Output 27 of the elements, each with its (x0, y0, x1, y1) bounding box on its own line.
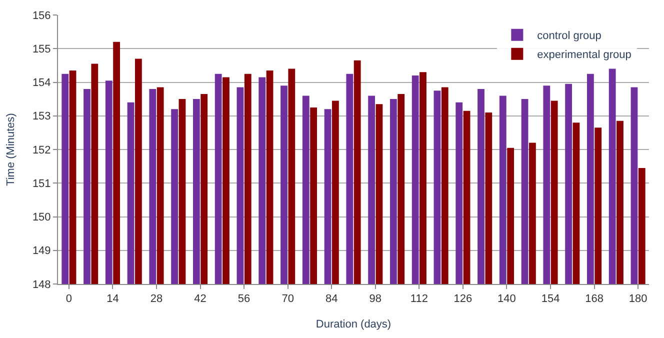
y-tick-label: 148 (32, 278, 51, 291)
legend-label: experimental group (537, 49, 632, 62)
y-tick-label: 155 (32, 43, 51, 56)
y-tick-label: 154 (32, 77, 51, 90)
x-tick-label: 28 (150, 293, 163, 306)
x-tick-label: 98 (369, 293, 382, 306)
x-axis-title: Duration (days) (316, 318, 392, 330)
legend-label: control group (537, 30, 602, 42)
x-tick-label: 42 (194, 293, 206, 306)
y-tick-label: 151 (32, 178, 51, 190)
x-tick-label: 70 (282, 293, 294, 306)
x-tick-label: 140 (498, 293, 516, 306)
x-tick-label: 56 (238, 293, 250, 306)
y-axis-title: Time (Minutes) (5, 113, 18, 186)
x-tick-label: 154 (541, 293, 560, 306)
y-tick-label: 150 (32, 212, 51, 224)
x-tick-label: 126 (454, 293, 472, 306)
x-tick-label: 180 (628, 293, 648, 306)
x-tick-label: 0 (66, 293, 72, 306)
y-tick-label: 149 (32, 245, 51, 258)
x-tick-label: 84 (325, 293, 338, 306)
x-tick-label: 168 (585, 293, 604, 306)
y-tick-label: 156 (32, 10, 51, 22)
y-tick-label: 153 (32, 110, 51, 123)
y-tick-label: 152 (32, 144, 51, 156)
x-tick-label: 112 (410, 293, 428, 306)
x-tick-label: 14 (106, 293, 119, 306)
